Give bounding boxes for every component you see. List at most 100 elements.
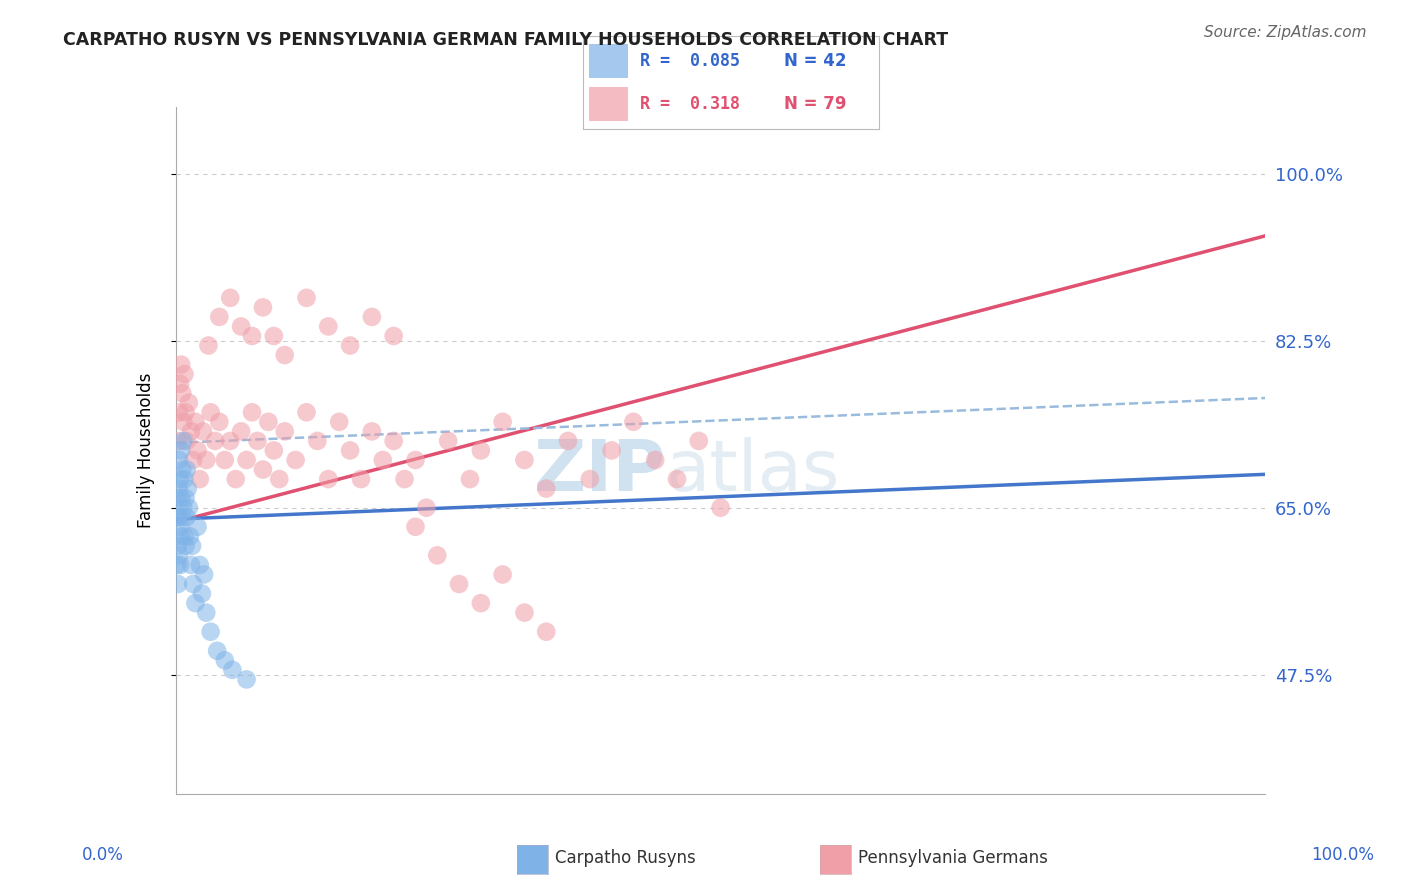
Point: [458, 472, 481, 486]
Point: [295, 291, 318, 305]
Point: [172, 500, 194, 515]
Text: R =  0.085: R = 0.085: [640, 52, 740, 70]
Point: [167, 539, 190, 553]
Point: [170, 529, 193, 543]
Text: N = 42: N = 42: [785, 52, 846, 70]
Point: [174, 491, 197, 505]
Point: [447, 577, 470, 591]
Point: [167, 577, 190, 591]
Point: [318, 319, 340, 334]
Point: [188, 558, 211, 572]
Point: [263, 329, 285, 343]
Point: [221, 663, 243, 677]
Point: [191, 586, 214, 600]
Text: N = 79: N = 79: [785, 95, 846, 113]
Point: [173, 529, 195, 543]
Point: [274, 348, 297, 362]
Point: [174, 405, 197, 419]
Point: [172, 386, 194, 401]
Point: [644, 453, 666, 467]
Point: [167, 434, 190, 448]
Point: [177, 396, 200, 410]
Point: [170, 358, 193, 372]
Text: Carpatho Rusyns: Carpatho Rusyns: [555, 849, 696, 867]
Point: [534, 482, 557, 496]
Point: [394, 472, 416, 486]
Point: [167, 453, 190, 467]
Point: [170, 491, 193, 505]
Point: [169, 520, 191, 534]
Point: [405, 453, 427, 467]
Point: [470, 443, 492, 458]
Point: [579, 472, 602, 486]
Point: [176, 434, 198, 448]
Text: Pennsylvania Germans: Pennsylvania Germans: [858, 849, 1047, 867]
Point: [219, 291, 242, 305]
Point: [214, 453, 236, 467]
Point: [426, 549, 449, 563]
Point: [382, 434, 405, 448]
Point: [295, 405, 318, 419]
Point: [557, 434, 579, 448]
Point: [208, 415, 231, 429]
Point: [240, 329, 263, 343]
Point: [167, 510, 190, 524]
Point: [204, 434, 226, 448]
Text: atlas: atlas: [666, 436, 841, 506]
Y-axis label: Family Households: Family Households: [136, 373, 155, 528]
Point: [231, 319, 253, 334]
Point: [173, 367, 195, 381]
Point: [167, 510, 190, 524]
Point: [246, 434, 269, 448]
Point: [274, 425, 297, 439]
Point: [492, 567, 515, 582]
Point: [197, 338, 219, 352]
FancyBboxPatch shape: [589, 87, 627, 121]
Point: [172, 510, 194, 524]
Point: [219, 434, 242, 448]
Point: [284, 453, 307, 467]
Point: [169, 472, 191, 486]
Point: [180, 425, 202, 439]
Text: R =  0.318: R = 0.318: [640, 95, 740, 113]
Point: [350, 472, 373, 486]
Point: [205, 644, 228, 658]
Point: [181, 577, 204, 591]
Point: [184, 415, 207, 429]
Point: [235, 673, 257, 687]
Point: [382, 329, 405, 343]
Point: [415, 500, 437, 515]
Text: CARPATHO RUSYN VS PENNSYLVANIA GERMAN FAMILY HOUSEHOLDS CORRELATION CHART: CARPATHO RUSYN VS PENNSYLVANIA GERMAN FA…: [63, 31, 949, 49]
Point: [214, 653, 236, 667]
Point: [176, 510, 198, 524]
Point: [405, 520, 427, 534]
Point: [257, 415, 280, 429]
Point: [235, 453, 257, 467]
Point: [166, 491, 188, 505]
Point: [208, 310, 231, 324]
Text: Source: ZipAtlas.com: Source: ZipAtlas.com: [1204, 25, 1367, 40]
Point: [184, 596, 207, 610]
Point: [166, 558, 188, 572]
Point: [181, 453, 204, 467]
Point: [307, 434, 329, 448]
Point: [339, 443, 361, 458]
Point: [186, 443, 209, 458]
Point: [710, 500, 733, 515]
Point: [666, 472, 689, 486]
Point: [263, 443, 285, 458]
Point: [688, 434, 710, 448]
Point: [252, 462, 274, 476]
Point: [177, 500, 200, 515]
Point: [600, 443, 623, 458]
Point: [169, 376, 191, 391]
Text: 100.0%: 100.0%: [1312, 846, 1374, 863]
Point: [470, 596, 492, 610]
Point: [180, 558, 202, 572]
Point: [328, 415, 350, 429]
FancyBboxPatch shape: [589, 44, 627, 78]
Point: [188, 472, 211, 486]
Point: [200, 405, 222, 419]
Point: [269, 472, 291, 486]
Point: [437, 434, 460, 448]
